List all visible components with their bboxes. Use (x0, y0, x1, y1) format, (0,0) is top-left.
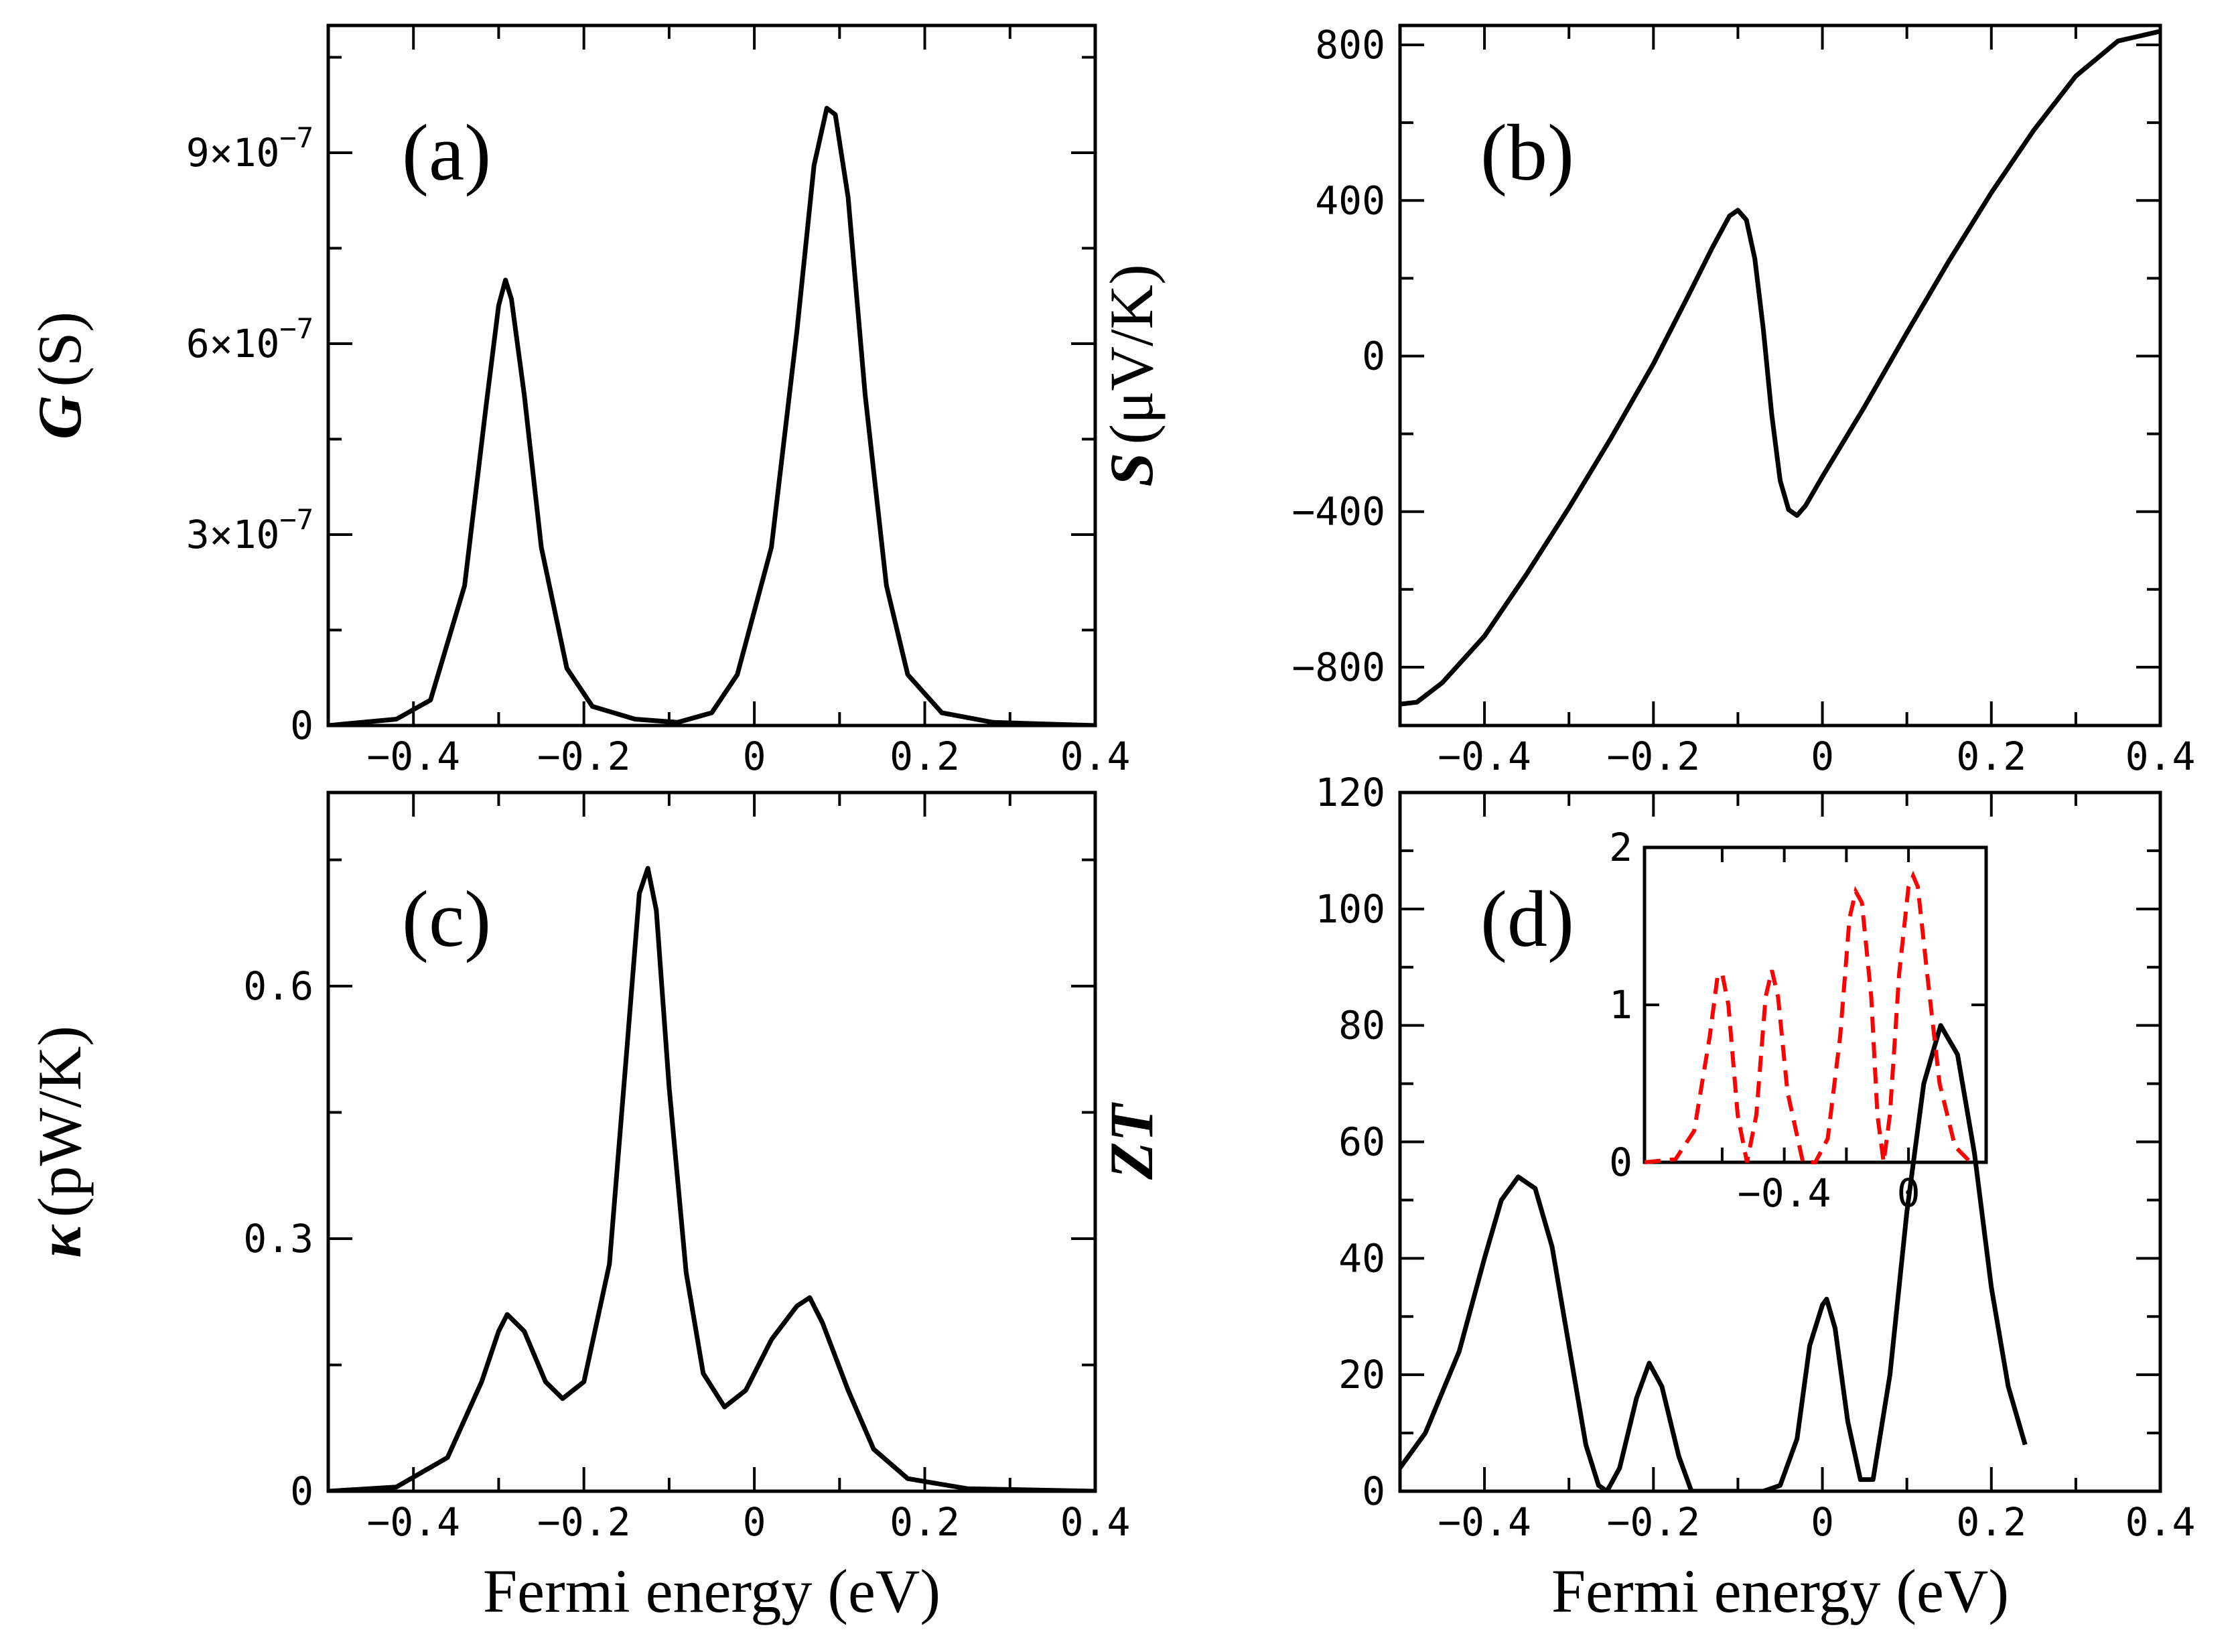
x-tick-label: −0.2 (1606, 1499, 1700, 1545)
y-tick-label: −400 (1291, 489, 1385, 535)
panel-a: −0.4 −0.2 0 0.2 0.403×10−76×10−79×10−7 (a)G(S… (25, 23, 1131, 779)
y-tick-base: 0.6 (243, 963, 313, 1009)
y-tick-base: 80 (1338, 1003, 1385, 1048)
y-axis-title-d: ZT (1097, 1102, 1166, 1180)
panel-a-frame (326, 23, 1097, 728)
inset-series-line (1644, 870, 1972, 1164)
panel-c: −0.4 −0.2 0 0.2 0.4 0 0.3 0.6 (c) κ (pW/K) Fermi en… (25, 790, 1131, 1625)
y-tick-base: 40 (1338, 1235, 1385, 1281)
y-tick-label: 9×10−7 (186, 121, 313, 176)
y-tick-base: 0.3 (243, 1216, 313, 1261)
series-line-a (328, 106, 1095, 726)
y-tick-label: 0 (290, 1468, 313, 1514)
y-tick-label: 80 (1338, 1003, 1385, 1048)
x-tick-label: 0.4 (1060, 1499, 1131, 1545)
y-axis-title-b: S (μV/K) (1097, 264, 1166, 486)
y-tick-base: 120 (1315, 770, 1385, 815)
y-tick-label: 0 (1362, 1468, 1385, 1514)
y-tick-base: 400 (1315, 178, 1385, 223)
y-axis-symbol: G (25, 395, 94, 439)
y-axis-title-c: κ (pW/K) (25, 1026, 94, 1258)
y-tick-base: 0 (290, 1468, 313, 1514)
x-tick-label: −0.4 (1438, 1499, 1531, 1545)
y-tick-label: 400 (1315, 178, 1385, 223)
y-tick-label: 800 (1315, 22, 1385, 68)
y-tick-base: −400 (1291, 489, 1385, 535)
y-tick-base: 800 (1315, 22, 1385, 68)
panel-c-frame (326, 790, 1097, 1493)
y-tick-label: 0 (1362, 333, 1385, 378)
panel-label-a: (a) (402, 108, 491, 197)
x-tick-label: 0.2 (890, 1499, 960, 1545)
y-tick-label: 0.6 (243, 963, 313, 1009)
inset-x-tick-label: −0.4 (1738, 1170, 1831, 1216)
panel-b: −0.4 −0.2 0 0.2 0.4 −800 −400 0 400 800 (b) S (μV/K) (1097, 22, 2195, 779)
y-tick-label: 60 (1338, 1119, 1385, 1165)
x-tick-label: 0 (743, 1499, 766, 1545)
inset-y-tick-label: 1 (1609, 982, 1632, 1028)
y-tick-base: 0 (290, 703, 313, 748)
y-axis-symbol: ZT (1097, 1102, 1166, 1180)
x-axis-title-c: Fermi energy (eV) (483, 1557, 940, 1625)
series-line-d (1400, 1023, 2028, 1491)
y-axis-unit: (S) (25, 312, 94, 387)
panel-b-frame (1398, 23, 2162, 728)
x-tick-label: 0.4 (2125, 734, 2196, 779)
panel-label-c: (c) (402, 874, 491, 963)
y-tick-base: 9×10 (186, 130, 280, 176)
x-tick-label: 0 (1811, 734, 1834, 779)
y-tick-exponent: −7 (279, 312, 313, 345)
y-tick-base: 60 (1338, 1119, 1385, 1165)
inset-y-tick-label: 2 (1609, 825, 1632, 870)
panel-label-b: (b) (1480, 108, 1574, 197)
x-tick-label: 0.4 (1060, 734, 1131, 779)
y-tick-label: 3×10−7 (186, 503, 313, 557)
y-tick-label: 120 (1315, 770, 1385, 815)
x-tick-label: −0.4 (1438, 734, 1531, 779)
y-tick-exponent: −7 (279, 503, 313, 536)
y-tick-base: 0 (1362, 333, 1385, 378)
y-tick-base: 6×10 (186, 321, 280, 366)
y-tick-base: −800 (1291, 644, 1385, 690)
y-tick-label: 0.3 (243, 1216, 313, 1261)
x-tick-label: −0.2 (537, 1499, 631, 1545)
panel-d: −0.4 −0.2 0 0.2 0.4020406080100120(d)ZTFermi… (1097, 770, 2195, 1625)
panel-label-d: (d) (1480, 874, 1574, 963)
y-tick-label: 40 (1338, 1235, 1385, 1281)
inset-chart: −0.4 0 0 1 2 (1609, 825, 1988, 1216)
x-tick-label: 0.2 (1956, 734, 2026, 779)
y-tick-label: 0 (290, 703, 313, 748)
y-axis-title-a: G (S) (25, 312, 94, 439)
x-tick-label: −0.2 (1606, 734, 1700, 779)
y-tick-label: 20 (1338, 1352, 1385, 1397)
inset-x-tick-label: 0 (1897, 1170, 1920, 1216)
y-tick-label: −800 (1291, 644, 1385, 690)
x-tick-label: 0.2 (890, 734, 960, 779)
y-tick-base: 20 (1338, 1352, 1385, 1397)
y-tick-exponent: −7 (279, 121, 313, 154)
inset-y-tick-label: 0 (1609, 1140, 1632, 1185)
y-tick-base: 0 (1362, 1468, 1385, 1514)
series-line-b (1400, 29, 2160, 707)
y-tick-label: 100 (1315, 886, 1385, 932)
x-tick-label: 0 (1811, 1499, 1834, 1545)
x-tick-label: 0.4 (2125, 1499, 2196, 1545)
x-tick-label: 0.2 (1956, 1499, 2026, 1545)
x-axis-title-d: Fermi energy (eV) (1551, 1557, 2009, 1625)
x-tick-label: 0 (743, 734, 766, 779)
x-tick-label: −0.4 (366, 734, 460, 779)
y-tick-label: 6×10−7 (186, 312, 313, 366)
series-line-c (328, 866, 1095, 1491)
y-axis-unit: (μV/K) (1097, 264, 1166, 444)
y-tick-base: 3×10 (186, 512, 280, 557)
x-tick-label: −0.4 (366, 1499, 460, 1545)
y-axis-unit: (pW/K) (25, 1026, 94, 1217)
x-tick-label: −0.2 (537, 734, 631, 779)
y-axis-symbol: S (1097, 452, 1166, 486)
y-tick-base: 100 (1315, 886, 1385, 932)
y-axis-symbol: κ (25, 1224, 94, 1258)
